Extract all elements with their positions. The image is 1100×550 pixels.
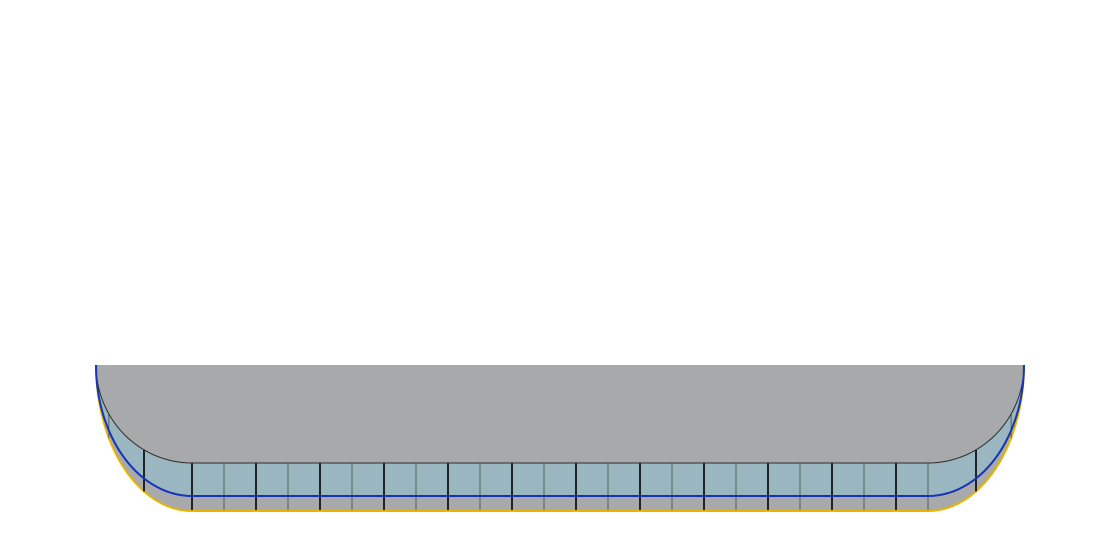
trough-waterline [95, 364, 1025, 497]
trough-line-layer [95, 364, 1025, 510]
trough-base-rim [95, 364, 1025, 512]
trough-inner-outline [95, 364, 1025, 464]
